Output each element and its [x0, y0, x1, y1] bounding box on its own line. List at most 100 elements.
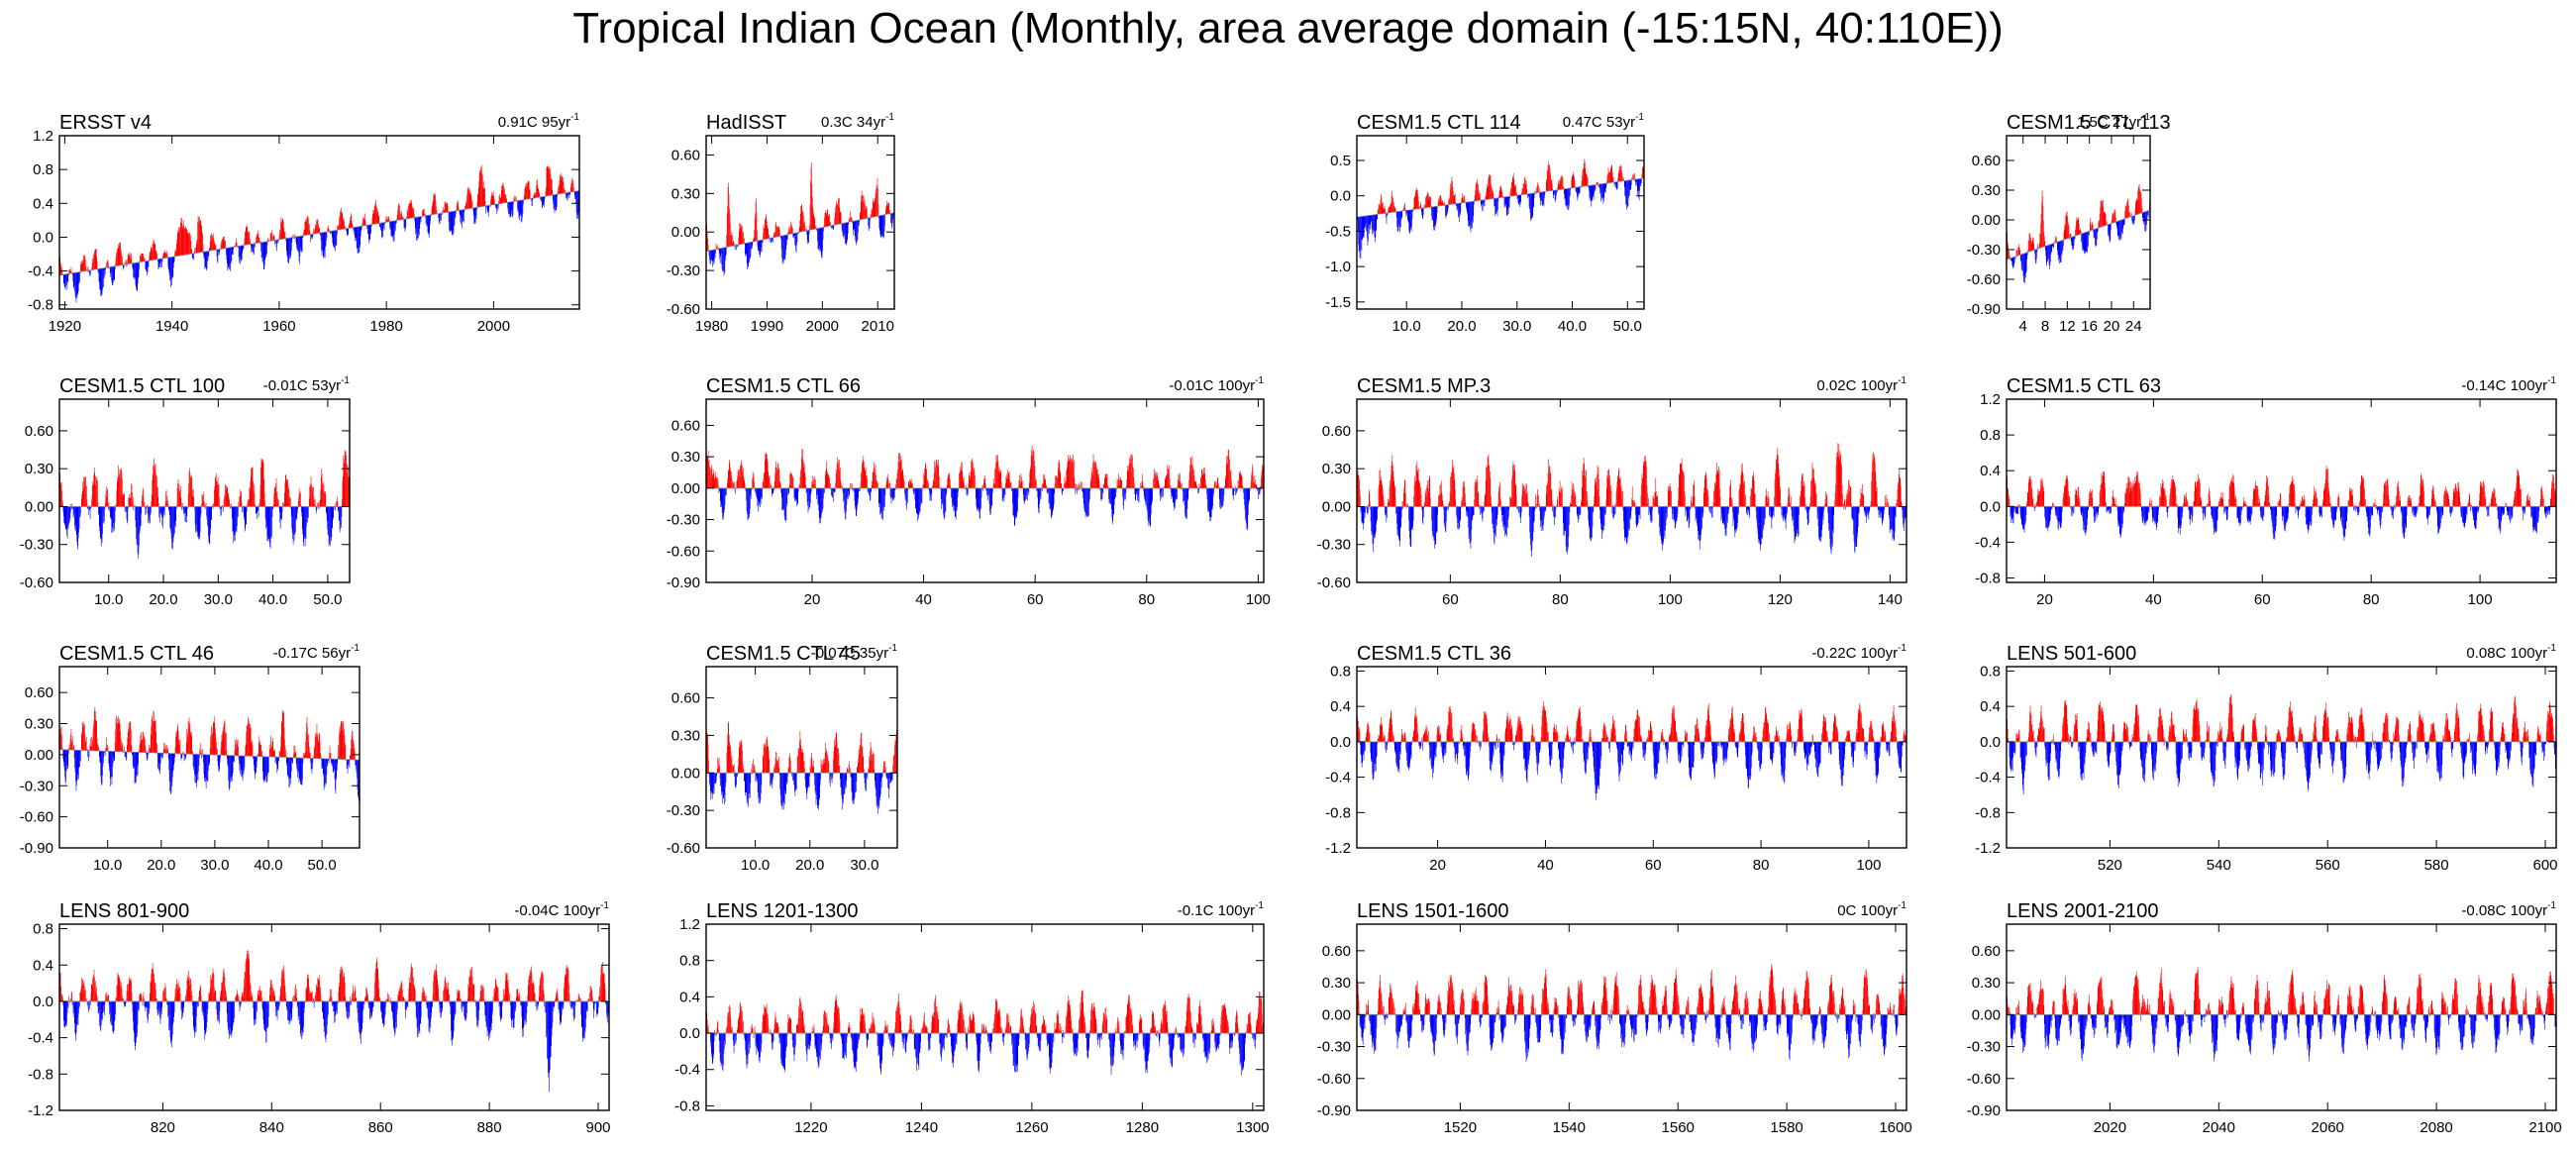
bar	[721, 248, 722, 264]
bar	[88, 506, 90, 516]
bar	[191, 249, 193, 255]
bar	[63, 506, 64, 523]
bar	[871, 208, 873, 218]
bar	[1603, 183, 1605, 198]
bar	[94, 252, 95, 270]
bar	[1460, 203, 1461, 216]
bar	[744, 238, 745, 244]
bar	[1566, 188, 1567, 205]
bar	[2147, 210, 2149, 216]
bar	[60, 484, 61, 507]
bar	[335, 230, 336, 252]
bar	[386, 219, 388, 222]
bar	[707, 245, 709, 252]
bar	[1633, 174, 1634, 180]
bar	[394, 220, 395, 234]
bar	[1452, 186, 1454, 205]
bar	[350, 213, 352, 229]
bar	[2080, 228, 2081, 235]
bar	[2098, 220, 2100, 228]
bar	[745, 243, 746, 255]
bar	[457, 202, 458, 211]
bar	[2115, 221, 2117, 225]
bar	[131, 259, 133, 264]
bar	[89, 506, 90, 510]
bar	[113, 266, 114, 283]
bar	[1475, 189, 1476, 201]
bar	[544, 196, 546, 199]
bar	[1477, 179, 1478, 201]
bar	[472, 207, 474, 212]
bar	[196, 239, 198, 254]
bar	[766, 216, 767, 240]
bar	[511, 201, 512, 214]
y-tick-label: -0.30	[1967, 242, 2001, 259]
bar	[108, 266, 110, 269]
x-tick-label: 10.0	[1392, 318, 1421, 335]
y-tick-label: 0.30	[25, 461, 53, 477]
bar	[107, 488, 108, 507]
bar	[257, 233, 258, 244]
bar	[390, 221, 391, 229]
bar	[921, 487, 923, 504]
bar	[1234, 485, 1236, 488]
bar	[1542, 191, 1543, 206]
bar	[1525, 184, 1527, 195]
bar	[532, 198, 534, 200]
bar	[263, 242, 265, 269]
bar	[1373, 214, 1374, 234]
bar	[1470, 201, 1471, 230]
bar	[982, 487, 983, 491]
bar	[155, 250, 156, 260]
bar	[484, 188, 485, 206]
x-tick-label: 40.0	[258, 591, 287, 608]
bar	[1401, 506, 1402, 510]
bar	[1449, 199, 1450, 205]
bar	[99, 506, 101, 538]
bar	[826, 214, 828, 227]
bar	[1565, 188, 1567, 206]
bar	[290, 237, 292, 256]
bar	[318, 226, 320, 234]
bar	[800, 205, 802, 232]
bar	[67, 273, 69, 283]
bar	[1501, 195, 1503, 198]
bar	[1575, 187, 1577, 191]
bar	[204, 251, 206, 267]
bar	[1521, 187, 1523, 195]
bar	[471, 200, 472, 209]
bar	[206, 251, 207, 271]
bar	[1616, 181, 1618, 190]
bar	[329, 230, 330, 232]
bar	[2012, 257, 2014, 264]
bar	[442, 213, 443, 215]
bar	[374, 202, 376, 224]
bar	[1487, 188, 1489, 200]
bar	[95, 249, 97, 269]
bar	[1422, 208, 1423, 220]
bar	[1505, 196, 1507, 207]
bar	[426, 215, 427, 224]
bar	[522, 199, 523, 218]
bar	[1506, 196, 1508, 217]
bar	[174, 252, 175, 257]
bar	[350, 220, 351, 229]
plot-frame	[58, 398, 351, 583]
bar	[245, 232, 246, 246]
bar	[775, 221, 776, 238]
bar	[1592, 184, 1594, 197]
bar	[1163, 487, 1164, 497]
bar	[2090, 224, 2092, 231]
bar	[316, 220, 317, 234]
bar	[1492, 190, 1493, 199]
bar	[1361, 216, 1362, 241]
bar	[236, 238, 237, 247]
bar	[309, 233, 311, 235]
bar	[1463, 200, 1464, 203]
bar	[387, 217, 389, 222]
bar	[382, 222, 383, 232]
bar	[495, 204, 496, 209]
bar	[794, 233, 796, 247]
bar	[878, 215, 880, 229]
bar	[2138, 184, 2140, 214]
